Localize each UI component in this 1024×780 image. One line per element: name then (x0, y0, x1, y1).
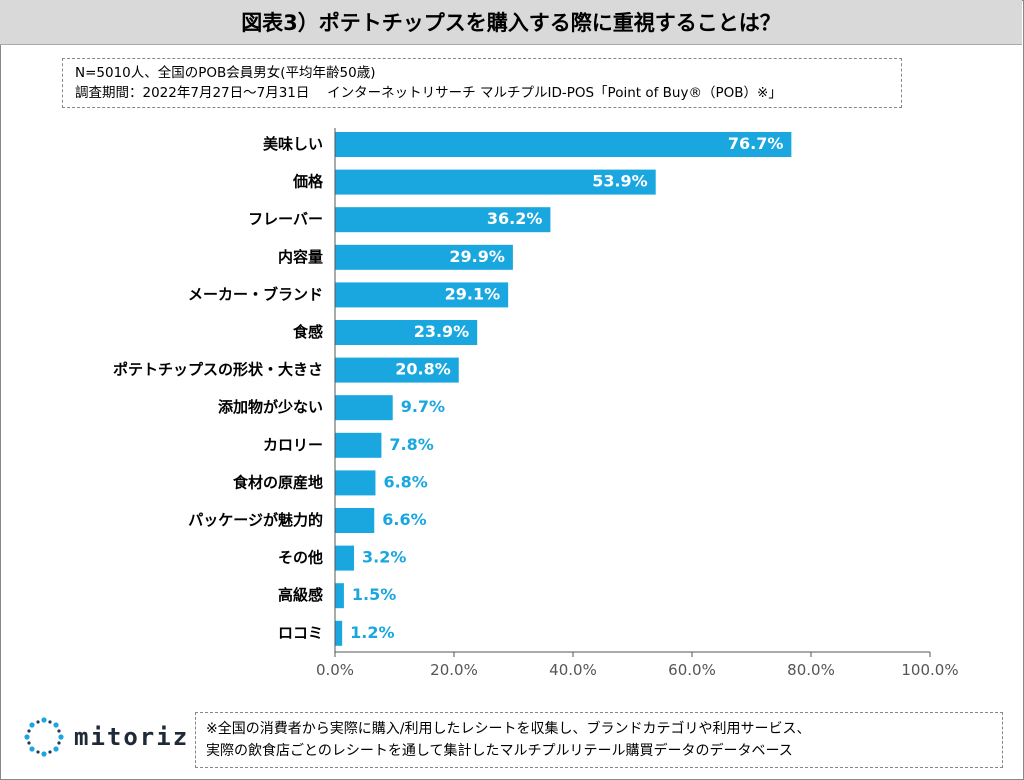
bar-value-label: 6.6% (382, 510, 426, 529)
category-label: フレーバー (248, 210, 323, 228)
category-label: メーカー・ブランド (188, 285, 323, 303)
footnote-line-2: 実際の飲食店ごとのレシートを通して集計したマルチプルリテール購買データのデータベ… (206, 743, 793, 759)
category-label: 高級感 (278, 586, 323, 604)
bar-value-label: 3.2% (362, 548, 406, 567)
bar-value-label: 1.2% (350, 623, 394, 642)
bar-value-label: 23.9% (414, 322, 470, 341)
bar-value-label: 53.9% (592, 172, 648, 191)
mitoriz-logo-text: mitoriz (74, 723, 190, 751)
survey-note-period: 調査期間：2022年7月27日～7月31日 インターネットリサーチ マルチプルI… (75, 85, 782, 101)
category-label: 添加物が少ない (218, 398, 323, 416)
bar-value-label: 20.8% (395, 360, 451, 379)
category-label: 美味しい (263, 135, 323, 153)
bar-value-label: 76.7% (728, 134, 784, 153)
category-label: カロリー (263, 436, 323, 454)
bar (335, 132, 792, 157)
category-label: ロコミ (278, 624, 323, 642)
x-tick-label: 0.0% (316, 661, 354, 679)
bar-value-label: 29.1% (445, 284, 501, 303)
bar (335, 583, 344, 609)
bar (335, 244, 513, 270)
bar-value-label: 29.9% (449, 247, 505, 266)
bar (335, 282, 509, 308)
category-label: 価格 (292, 173, 324, 191)
mitoriz-logo: mitoriz (22, 712, 192, 762)
x-axis: 0.0% 20.0% 40.0% 60.0% 80.0% 100.0% (316, 128, 959, 679)
footnote-box: ※全国の消費者から実際に購入/利用したレシートを収集し、ブランドカテゴリや利用サ… (195, 712, 1003, 768)
x-tick-label: 100.0% (901, 661, 958, 679)
bar-value-label: 1.5% (352, 585, 396, 604)
chart-title: 図表3）ポテトチップスを購入する際に重視することは？ (241, 11, 781, 35)
category-label: その他 (278, 549, 323, 567)
bar (335, 169, 656, 195)
category-label: 食材の原産地 (233, 473, 323, 491)
category-label: 食感 (293, 323, 323, 341)
footnote-line-1: ※全国の消費者から実際に購入/利用したレシートを収集し、ブランドカテゴリや利用サ… (206, 721, 811, 737)
mitoriz-logo-icon (24, 717, 64, 757)
bar (335, 620, 343, 646)
x-tick-label: 80.0% (787, 661, 835, 679)
bar-chart: 美味しい価格フレーバー内容量メーカー・ブランド食感ポテトチップスの形状・大きさ添… (113, 128, 959, 679)
category-label: 内容量 (278, 248, 323, 266)
bar (335, 508, 375, 533)
bar (335, 395, 393, 421)
category-label: ポテトチップスの形状・大きさ (113, 361, 323, 379)
bar (335, 545, 355, 571)
category-label: パッケージが魅力的 (188, 511, 323, 529)
bar (335, 432, 382, 458)
bar (335, 470, 376, 496)
bar-value-label: 9.7% (401, 397, 445, 416)
survey-note-sample: N=5010人、全国のPOB会員男女(平均年齢50歳) (75, 65, 376, 81)
x-tick-label: 60.0% (668, 661, 716, 679)
bar (335, 207, 551, 233)
x-tick-label: 20.0% (430, 661, 478, 679)
value-labels: 76.7% 53.9% 36.2% 29.9% 29.1% 23.9% 20.8% 9.7% 7… (350, 134, 783, 642)
bar (335, 357, 459, 383)
x-tick-label: 40.0% (549, 661, 597, 679)
bar-value-label: 36.2% (487, 209, 543, 228)
bar (335, 320, 478, 345)
bar-value-label: 7.8% (389, 435, 433, 454)
bars (335, 132, 792, 646)
bar-value-label: 6.8% (383, 472, 427, 491)
chart-title-bar: 図表3）ポテトチップスを購入する際に重視することは？ (0, 0, 1022, 45)
category-labels: 美味しい価格フレーバー内容量メーカー・ブランド食感ポテトチップスの形状・大きさ添… (113, 135, 324, 642)
survey-notes: N=5010人、全国のPOB会員男女(平均年齢50歳) 調査期間：2022年7月… (62, 58, 902, 108)
